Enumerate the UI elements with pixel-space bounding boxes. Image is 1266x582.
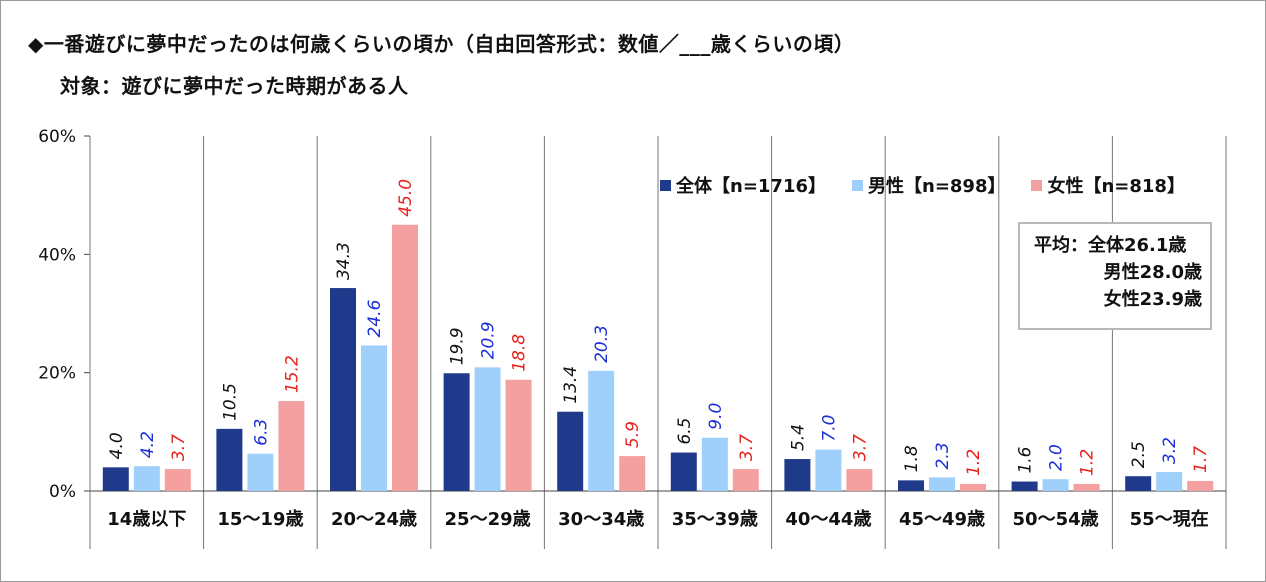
data-label: 1.8 (902, 445, 922, 472)
data-label: 4.0 (107, 432, 127, 459)
data-label: 2.3 (933, 442, 953, 469)
legend-swatch-male (852, 179, 863, 191)
data-label: 1.2 (964, 449, 984, 476)
y-tick-label: 20% (38, 364, 76, 384)
data-label: 20.9 (479, 321, 499, 359)
data-label: 18.8 (510, 334, 530, 372)
bar (815, 449, 842, 491)
x-tick-label: 45～49歳 (899, 509, 985, 530)
legend: 全体【n=1716】 男性【n=898】 女性【n=818】 (660, 172, 1185, 198)
data-label: 1.6 (1016, 446, 1036, 473)
data-label: 5.9 (623, 421, 643, 448)
legend-label-male: 男性【n=898】 (868, 176, 1006, 197)
data-label: 34.3 (334, 242, 354, 280)
bar (1156, 472, 1183, 491)
chart-title: ◆一番遊びに夢中だったのは何歳くらいの頃か（自由回答形式：数値／___歳くらいの… (28, 32, 855, 56)
x-tick-label: 55～現在 (1130, 508, 1209, 530)
data-label: 6.3 (251, 419, 271, 446)
bar (505, 379, 532, 491)
bar (784, 459, 811, 491)
legend-item-female: 女性【n=818】 (1031, 172, 1185, 198)
bar (898, 480, 924, 491)
bar (846, 469, 873, 491)
bar (443, 373, 470, 491)
bar (216, 428, 243, 491)
data-label: 3.7 (169, 434, 189, 461)
y-tick-label: 40% (38, 245, 76, 265)
bar (619, 456, 646, 491)
chart-subtitle: 対象：遊びに夢中だった時期がある人 (60, 74, 409, 98)
bar (701, 437, 728, 491)
bar (164, 469, 191, 491)
x-tick-label: 20～24歳 (331, 509, 417, 530)
data-label: 1.2 (1078, 449, 1098, 476)
bar (732, 469, 759, 491)
x-tick-label: 25～29歳 (445, 509, 531, 530)
x-tick-label: 30～34歳 (558, 509, 644, 530)
bar (1011, 481, 1038, 491)
legend-label-total: 全体【n=1716】 (676, 176, 826, 197)
bar (247, 453, 274, 491)
average-male: 男性28.0歳 (1103, 262, 1202, 283)
bar (330, 288, 356, 491)
data-label: 10.5 (220, 383, 240, 421)
bar (557, 411, 584, 491)
bar (960, 483, 986, 491)
data-label: 4.2 (138, 431, 158, 458)
data-label: 24.6 (365, 299, 385, 337)
x-tick-label: 15～19歳 (217, 509, 303, 530)
legend-item-total: 全体【n=1716】 (660, 172, 826, 198)
bar (278, 401, 305, 491)
bar (1187, 480, 1214, 491)
legend-item-male: 男性【n=898】 (852, 172, 1005, 198)
bar (102, 467, 129, 491)
data-label: 15.2 (282, 355, 302, 393)
data-label: 6.5 (675, 417, 695, 444)
data-label: 9.0 (706, 403, 726, 430)
data-label: 45.0 (396, 179, 416, 217)
data-label: 1.7 (1191, 446, 1211, 473)
x-tick-label: 14歳以下 (107, 509, 186, 530)
data-label: 3.7 (850, 434, 870, 461)
bar (1073, 483, 1100, 491)
average-box: 平均：全体26.1歳 男性28.0歳 女性23.9歳 (1018, 222, 1212, 330)
data-label: 13.4 (561, 366, 581, 404)
average-female: 女性23.9歳 (1103, 289, 1202, 310)
bar (1042, 479, 1069, 491)
bar (392, 224, 418, 491)
y-tick-label: 0% (49, 482, 76, 502)
data-label: 3.2 (1160, 437, 1180, 464)
data-label: 2.0 (1047, 444, 1067, 471)
bar (929, 477, 955, 491)
legend-label-female: 女性【n=818】 (1047, 176, 1185, 197)
x-tick-label: 50～54歳 (1013, 509, 1099, 530)
data-label: 2.5 (1129, 441, 1149, 468)
x-tick-label: 40～44歳 (785, 509, 871, 530)
average-total: 平均：全体26.1歳 (1034, 235, 1187, 256)
bar (133, 466, 160, 491)
x-tick-label: 35～39歳 (672, 509, 758, 530)
bar (670, 452, 697, 491)
bar (1125, 476, 1152, 491)
bar (474, 367, 501, 491)
data-label: 7.0 (819, 415, 839, 442)
bar (361, 345, 387, 491)
bar (588, 370, 615, 491)
data-label: 3.7 (737, 434, 757, 461)
data-label: 20.3 (592, 325, 612, 363)
y-tick-label: 60% (38, 127, 76, 147)
data-label: 19.9 (448, 327, 468, 365)
legend-swatch-total (660, 179, 671, 191)
data-label: 5.4 (788, 424, 808, 451)
legend-swatch-female (1031, 179, 1043, 191)
